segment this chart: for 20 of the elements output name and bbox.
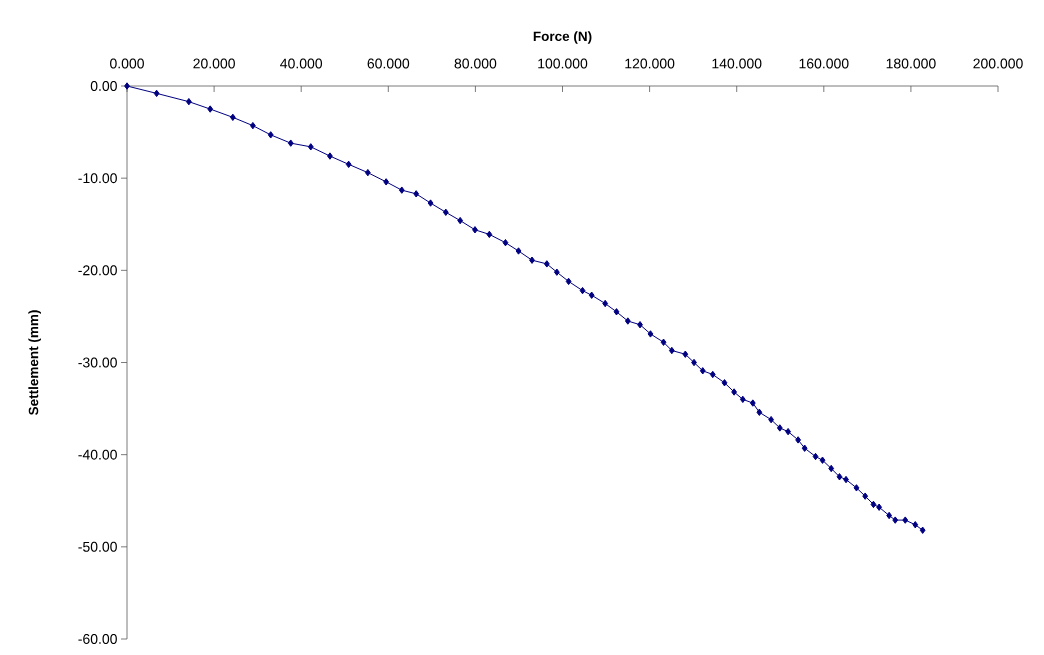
x-axis-title: Force (N) — [533, 31, 592, 44]
x-tick-label: 40.000 — [280, 58, 323, 69]
y-tick-label: -30.00 — [78, 357, 117, 368]
y-tick-label: -50.00 — [78, 541, 117, 552]
x-tick-label: 200.000 — [973, 58, 1023, 69]
x-tick-label: 60.000 — [367, 58, 410, 69]
x-tick-label: 180.000 — [886, 58, 936, 69]
x-tick-label: 0.000 — [110, 58, 144, 69]
x-tick-label: 140.000 — [712, 58, 762, 69]
y-axis-title: Settlement (mm) — [28, 310, 41, 415]
y-tick-label: 0.00 — [90, 81, 117, 91]
y-tick-label: -10.00 — [78, 173, 117, 184]
y-tick-label: -20.00 — [78, 265, 117, 276]
x-tick-label: 120.000 — [625, 58, 675, 69]
y-tick-label: -40.00 — [78, 449, 117, 460]
x-tick-label: 100.000 — [538, 58, 588, 69]
x-tick-label: 20.000 — [193, 58, 235, 69]
x-tick-label: 80.000 — [454, 58, 497, 69]
x-tick-label: 160.000 — [799, 58, 849, 69]
y-tick-label: -60.00 — [78, 634, 117, 644]
